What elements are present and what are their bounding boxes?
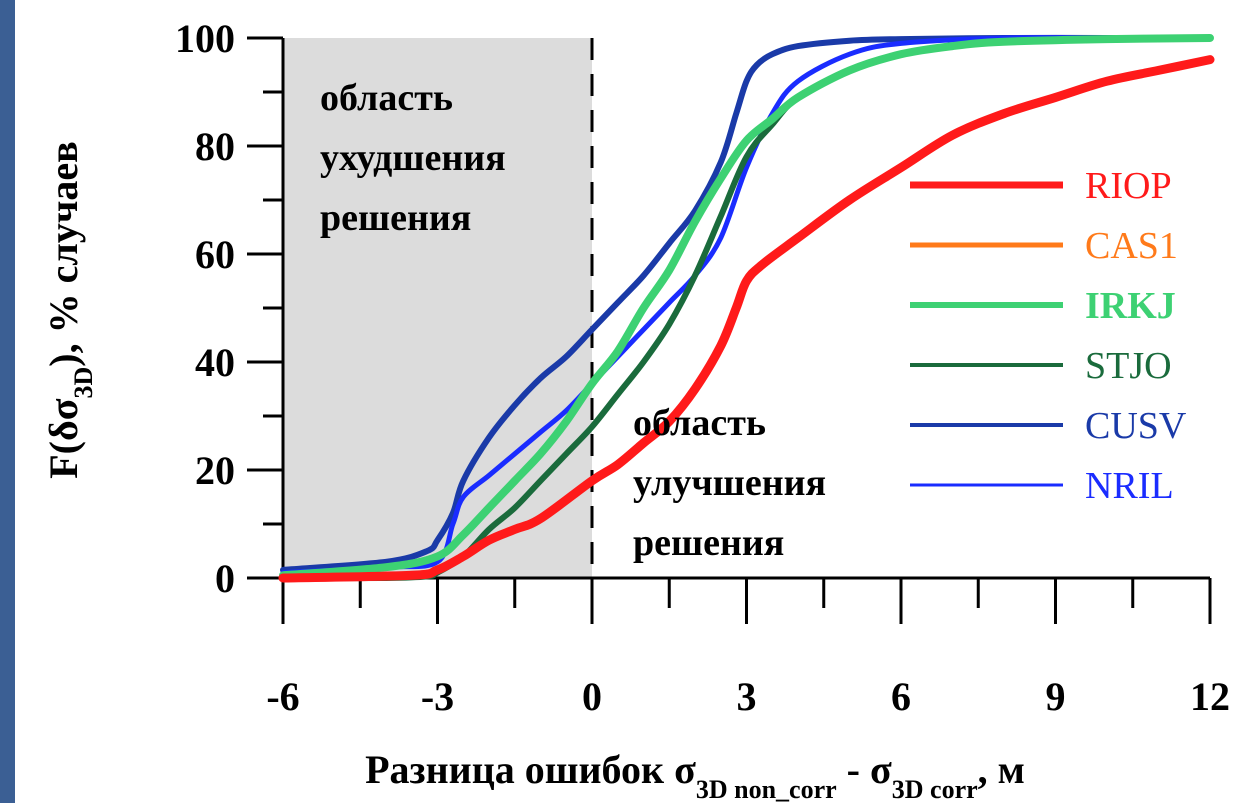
y-tick-label: 40: [195, 340, 235, 385]
series-line-irkj: [279, 34, 1214, 580]
series-line-cusv: [280, 34, 1213, 573]
chart-panel: 0 20 40 60 80 100 -6 -3 0 3 6 9 12 область ухудшения р…: [15, 0, 1241, 803]
x-tick-label: 12: [1190, 674, 1230, 719]
legend-label-cas1: CAS1: [1085, 225, 1178, 267]
legend-label-stjo: STJO: [1085, 345, 1172, 387]
degradation-region-label: ухудшения: [320, 137, 506, 179]
y-tick-label: 80: [195, 124, 235, 169]
legend-label-cusv: CUSV: [1085, 405, 1187, 447]
x-tick-label: 9: [1046, 674, 1066, 719]
x-axis-title: Разница ошибок σ3D non_corr - σ3D corr, …: [365, 747, 1025, 803]
legend-label-irkj: IRKJ: [1085, 285, 1176, 327]
x-tick-label: 3: [737, 674, 757, 719]
series-line-riop: [278, 55, 1215, 583]
legend-label-riop: RIOP: [1085, 165, 1172, 207]
x-tick-label: 0: [582, 674, 602, 719]
legend-label-nril: NRIL: [1085, 465, 1174, 507]
cdf-chart: 0 20 40 60 80 100 -6 -3 0 3 6 9 12 область ухудшения р…: [41, 16, 1230, 803]
improvement-region-label: область: [633, 402, 766, 444]
y-tick-label: 100: [175, 16, 235, 61]
y-tick-label: 20: [195, 448, 235, 493]
improvement-region-label: решения: [633, 522, 784, 564]
degradation-region-label: решения: [320, 197, 471, 239]
degradation-region-shading: [283, 38, 592, 578]
series-line-nril: [280, 35, 1213, 576]
x-tick-label: -3: [421, 674, 454, 719]
x-tick-label: 6: [891, 674, 911, 719]
y-tick-label: 60: [195, 232, 235, 277]
improvement-region-label: улучшения: [633, 462, 826, 504]
y-tick-label: 0: [215, 556, 235, 601]
y-axis-title: F(δσ3D), % случаев: [41, 141, 98, 479]
degradation-region-label: область: [320, 77, 453, 119]
x-tick-label: -6: [266, 674, 299, 719]
